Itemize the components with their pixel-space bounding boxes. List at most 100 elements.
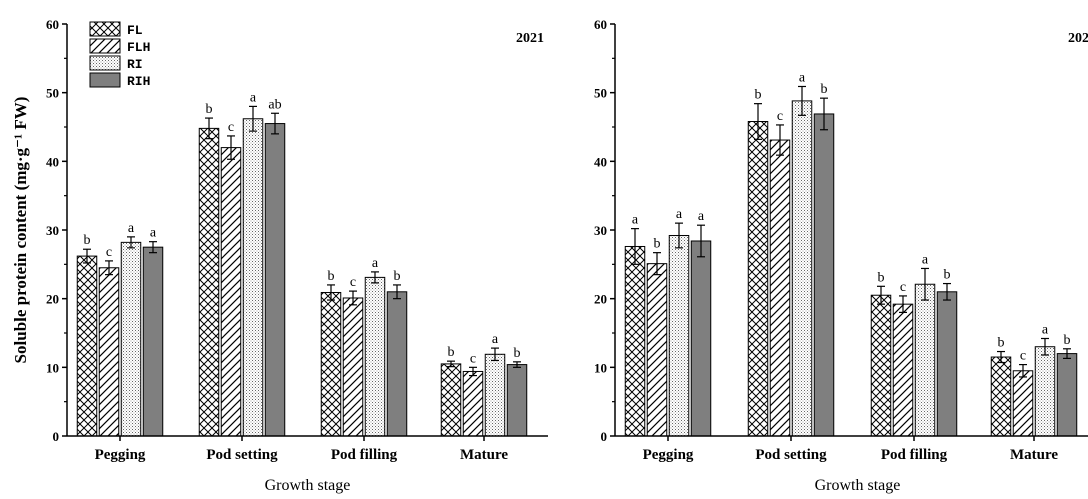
- panel-year-label: 2022: [1068, 31, 1088, 46]
- significance-letter: c: [470, 351, 476, 366]
- y-tick-label: 0: [601, 429, 608, 444]
- bar-FLH-pegging: [646, 263, 668, 437]
- bar-FLH-pod-filling: [892, 303, 914, 437]
- y-tick-label: 30: [594, 223, 607, 238]
- y-axis-title: Soluble protein content (mg·g⁻¹ FW): [11, 97, 30, 364]
- bar-FL-pegging: [624, 245, 646, 437]
- legend-swatch-flh: [89, 38, 121, 54]
- significance-letter: c: [228, 120, 234, 135]
- significance-letter: b: [328, 269, 335, 284]
- bar-RIH-mature: [1056, 353, 1078, 437]
- significance-letter: a: [698, 209, 705, 224]
- y-tick-label: 0: [53, 429, 60, 444]
- significance-letter: b: [878, 270, 885, 285]
- bar-FLH-pod-setting: [220, 147, 242, 437]
- y-tick-label: 40: [594, 154, 607, 169]
- legend-swatch-rih: [89, 72, 121, 88]
- significance-letter: b: [206, 102, 213, 117]
- significance-letter: a: [492, 332, 499, 347]
- bar-RI-pod-filling: [364, 276, 386, 437]
- bar-RIH-pod-filling: [386, 291, 408, 437]
- bar-RIH-pegging: [142, 246, 164, 437]
- bar-RIH-mature: [506, 364, 528, 437]
- bar-RI-pod-filling: [914, 283, 936, 437]
- x-tick-label: Mature: [1010, 447, 1058, 463]
- bar-FLH-pod-filling: [342, 297, 364, 437]
- significance-letter: a: [372, 256, 379, 271]
- significance-letter: b: [514, 346, 521, 361]
- x-axis-title: Growth stage: [815, 477, 901, 494]
- significance-letter: c: [900, 280, 906, 295]
- significance-letter: a: [676, 207, 683, 222]
- significance-letter: c: [777, 109, 783, 124]
- y-tick-label: 10: [594, 360, 607, 375]
- legend-swatch-ri: [89, 55, 121, 71]
- bar-FL-pod-filling: [320, 291, 342, 437]
- bar-FLH-mature: [462, 370, 484, 437]
- y-tick-label: 20: [594, 292, 607, 307]
- y-tick-label: 10: [46, 360, 59, 375]
- legend-label: FL: [127, 23, 143, 38]
- significance-letter: c: [1020, 349, 1026, 364]
- x-tick-label: Pod filling: [881, 447, 948, 463]
- bar-FL-pod-filling: [870, 294, 892, 437]
- significance-letter: b: [1064, 333, 1071, 348]
- bar-FL-pod-setting: [747, 121, 769, 437]
- legend-label: FLH: [127, 40, 150, 55]
- bar-RIH-pod-setting: [264, 123, 286, 437]
- bar-FL-pegging: [76, 255, 98, 437]
- significance-letter: b: [448, 345, 455, 360]
- significance-letter: a: [150, 226, 157, 241]
- y-tick-label: 30: [46, 223, 59, 238]
- bar-RI-mature: [1034, 346, 1056, 437]
- y-tick-label: 40: [46, 154, 59, 169]
- significance-letter: b: [821, 82, 828, 97]
- bar-FL-pod-setting: [198, 127, 220, 437]
- bar-FLH-pegging: [98, 267, 120, 437]
- x-tick-label: Pegging: [95, 447, 146, 463]
- bar-RIH-pod-setting: [813, 113, 835, 437]
- significance-letter: ab: [268, 97, 281, 112]
- legend-label: RIH: [127, 74, 150, 89]
- significance-letter: b: [654, 237, 661, 252]
- significance-letter: a: [128, 221, 135, 236]
- bar-RI-pegging: [120, 241, 142, 437]
- x-tick-label: Mature: [460, 447, 508, 463]
- significance-letter: b: [944, 268, 951, 283]
- legend-swatch-fl: [89, 21, 121, 37]
- significance-letter: a: [799, 70, 806, 85]
- bar-RI-pod-setting: [791, 100, 813, 437]
- bar-FLH-mature: [1012, 370, 1034, 437]
- bar-FL-mature: [990, 356, 1012, 437]
- significance-letter: a: [922, 252, 929, 267]
- panel-year-label: 2021: [516, 31, 544, 46]
- legend-label: RI: [127, 57, 143, 72]
- y-tick-label: 50: [594, 86, 607, 101]
- significance-letter: b: [998, 336, 1005, 351]
- significance-letter: c: [106, 245, 112, 260]
- bar-RIH-pegging: [690, 240, 712, 437]
- bar-RI-pegging: [668, 234, 690, 437]
- bar-RI-pod-setting: [242, 118, 264, 437]
- y-tick-label: 20: [46, 292, 59, 307]
- x-tick-label: Pod setting: [206, 447, 278, 463]
- significance-letter: a: [250, 90, 257, 105]
- y-tick-label: 60: [46, 17, 59, 32]
- x-axis-title: Growth stage: [265, 477, 351, 494]
- bar-FL-mature: [440, 363, 462, 437]
- y-tick-label: 60: [594, 17, 607, 32]
- x-tick-label: Pegging: [643, 447, 694, 463]
- bar-RIH-pod-filling: [936, 291, 958, 437]
- significance-letter: c: [350, 275, 356, 290]
- x-tick-label: Pod setting: [755, 447, 827, 463]
- significance-letter: b: [394, 269, 401, 284]
- significance-letter: a: [1042, 322, 1049, 337]
- x-tick-label: Pod filling: [331, 447, 398, 463]
- significance-letter: b: [84, 233, 91, 248]
- significance-letter: a: [632, 213, 639, 228]
- significance-letter: b: [755, 88, 762, 103]
